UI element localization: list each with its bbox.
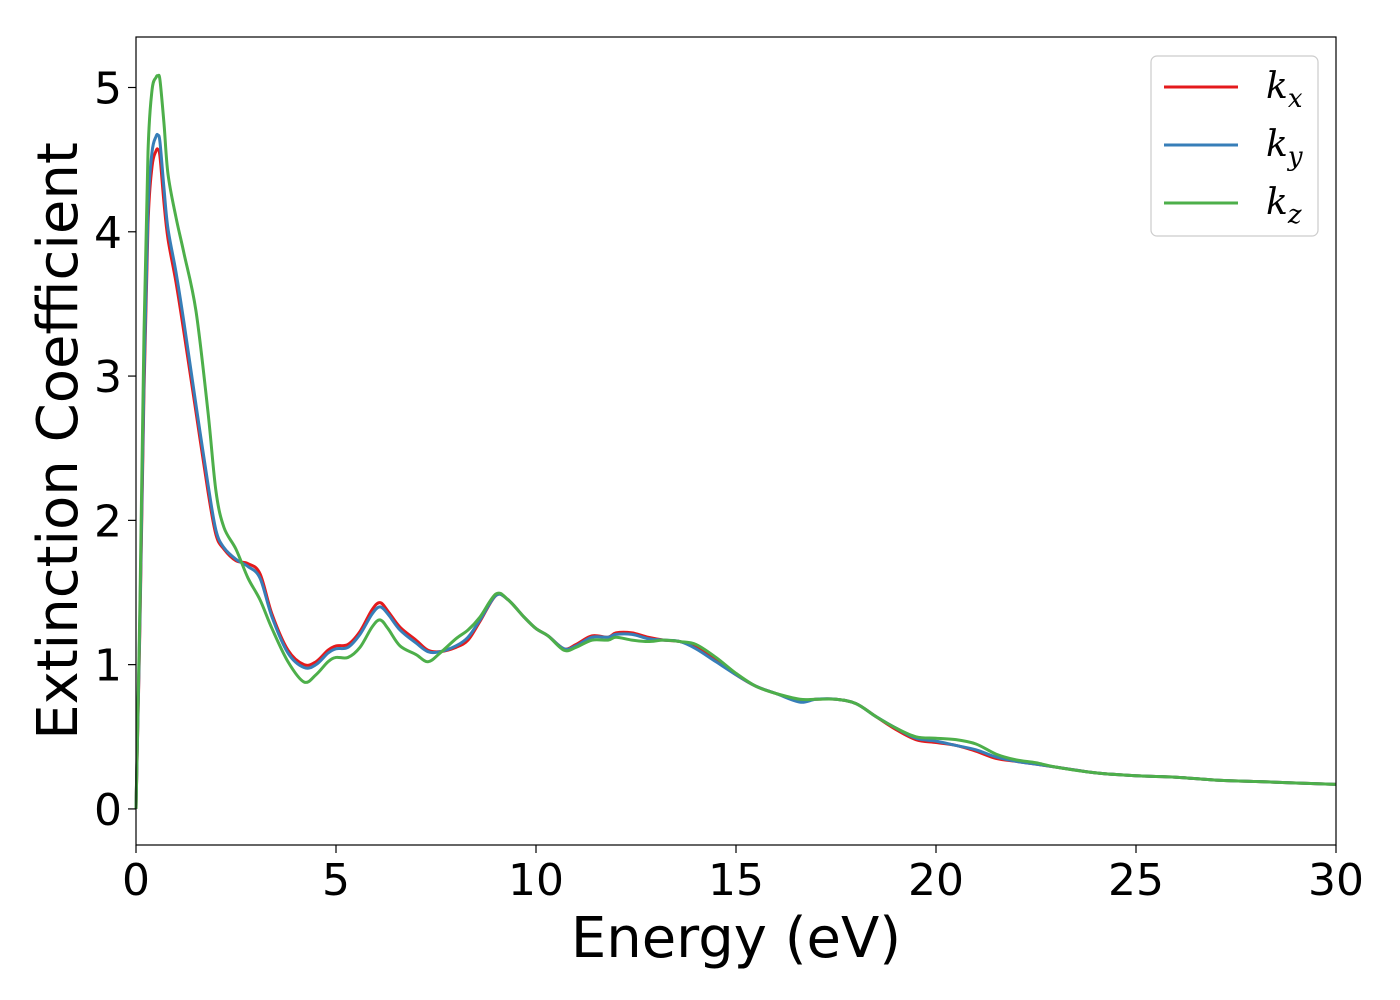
legend-label-kz: kz bbox=[1266, 182, 1302, 230]
series-layer bbox=[134, 73, 1337, 809]
series-line-kz bbox=[134, 73, 1337, 809]
x-tick-label: 20 bbox=[908, 855, 964, 906]
y-tick-label: 3 bbox=[94, 352, 122, 403]
y-tick-label: 2 bbox=[94, 496, 122, 547]
x-tick-label: 30 bbox=[1308, 855, 1364, 906]
x-tick-label: 25 bbox=[1108, 855, 1164, 906]
x-axis-ticks: 0 5 10 15 20 25 30 bbox=[122, 845, 1364, 906]
legend-label-kx: kx bbox=[1266, 66, 1303, 114]
series-line-kx bbox=[134, 147, 1337, 809]
y-axis-ticks: 0 1 2 3 4 5 bbox=[94, 64, 136, 836]
x-tick-label: 0 bbox=[122, 855, 150, 906]
y-tick-label: 4 bbox=[94, 208, 122, 259]
y-axis-title: Extinction Coefficient bbox=[26, 142, 91, 740]
y-tick-label: 0 bbox=[94, 785, 122, 836]
legend-label-ky: ky bbox=[1266, 124, 1303, 172]
y-tick-label: 5 bbox=[94, 64, 122, 115]
x-tick-label: 10 bbox=[508, 855, 564, 906]
x-tick-label: 15 bbox=[708, 855, 764, 906]
legend: kx ky kz bbox=[1150, 55, 1319, 237]
x-axis-title: Energy (eV) bbox=[571, 906, 901, 971]
y-tick-label: 1 bbox=[94, 641, 122, 692]
x-tick-label: 5 bbox=[322, 855, 350, 906]
